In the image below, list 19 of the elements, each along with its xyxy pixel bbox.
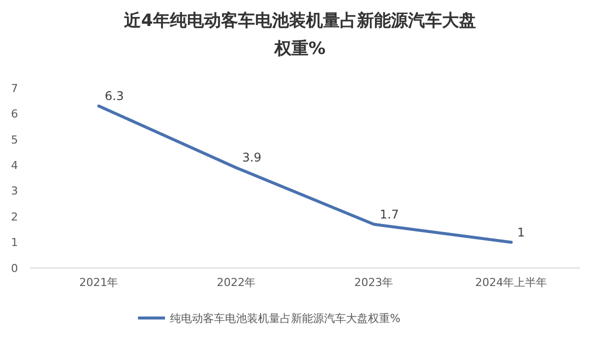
- y-tick-label: 0: [11, 262, 18, 275]
- y-tick-label: 3: [11, 184, 18, 198]
- y-tick-label: 2: [11, 210, 18, 224]
- x-tick-label: 2021年: [79, 276, 118, 289]
- x-tick-label: 2024年上半年: [475, 276, 548, 289]
- chart-title: 近4年纯电动客车电池装机量占新能源汽车大盘权重%: [123, 11, 476, 59]
- data-label: 3.9: [242, 150, 262, 165]
- x-tick-label: 2023年: [354, 276, 394, 289]
- y-tick-label: 1: [11, 236, 18, 250]
- line-series: [97, 104, 513, 244]
- legend-label: 纯电动客车电池装机量占新能源汽车大盘权重%: [170, 312, 400, 325]
- y-tick-label: 4: [11, 158, 18, 172]
- y-tick-label: 7: [11, 82, 18, 95]
- y-tick-label: 5: [11, 133, 18, 146]
- x-tick-label: 2022年: [216, 276, 256, 289]
- data-label: 1: [517, 225, 525, 240]
- data-label: 1.7: [380, 207, 399, 222]
- y-tick-label: 6: [11, 108, 18, 121]
- data-label: 6.3: [104, 89, 124, 103]
